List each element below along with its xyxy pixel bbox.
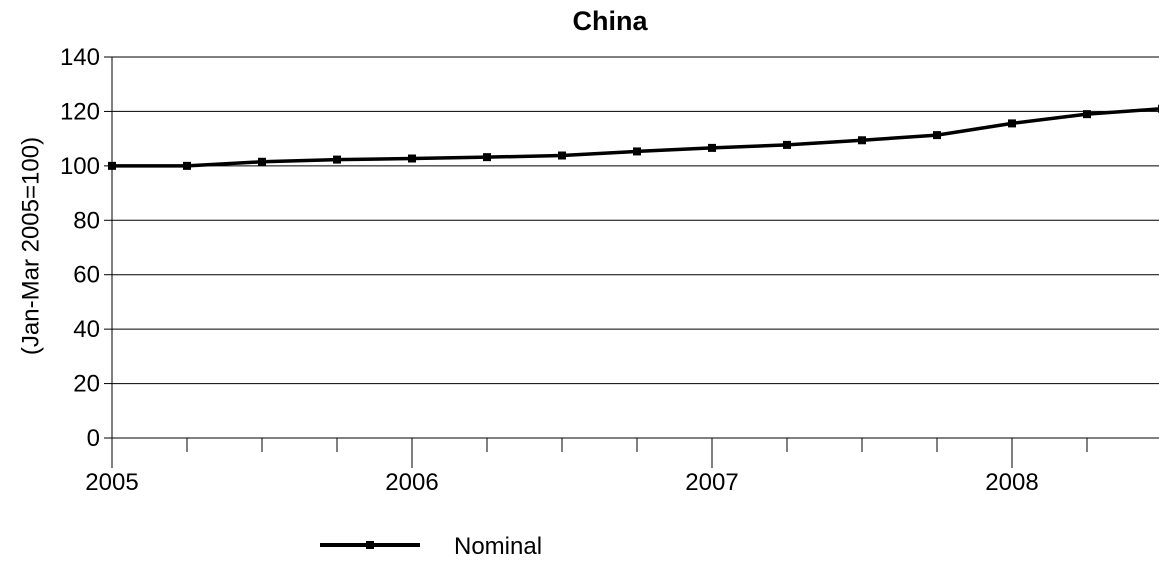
data-point <box>708 143 716 152</box>
data-point <box>258 157 266 166</box>
y-tick-label: 20 <box>73 371 100 398</box>
legend: Nominal <box>320 533 542 560</box>
data-point <box>183 161 191 170</box>
series-nominal <box>108 104 1159 170</box>
data-point <box>933 131 941 140</box>
data-point <box>108 161 116 170</box>
y-tick-label: 0 <box>87 425 100 452</box>
y-tick-label: 120 <box>60 98 100 125</box>
y-tick-label: 40 <box>73 316 100 343</box>
legend-label-nominal: Nominal <box>454 533 542 560</box>
x-tick-label: 2007 <box>685 469 738 496</box>
x-tick-label: 2008 <box>985 469 1038 496</box>
y-tick-label: 140 <box>60 44 100 71</box>
y-axis: 0 20 40 60 80 100 120 140 <box>60 44 113 452</box>
data-point <box>1008 119 1016 128</box>
x-tick-label: 2006 <box>385 469 438 496</box>
x-axis: 2005 2006 2007 2008 <box>85 438 1088 496</box>
series-line <box>112 107 1159 168</box>
data-point <box>483 153 491 162</box>
data-point <box>558 151 566 160</box>
y-tick-label: 100 <box>60 153 100 180</box>
gridlines <box>112 56 1159 439</box>
data-point <box>408 154 416 163</box>
legend-marker-nominal <box>366 541 374 549</box>
data-point <box>633 147 641 156</box>
y-tick-label: 60 <box>73 262 100 289</box>
data-point <box>783 140 791 149</box>
y-axis-label: (Jan-Mar 2005=100) <box>17 137 44 355</box>
chart-title: China <box>572 6 648 36</box>
data-point <box>1083 110 1091 119</box>
data-point <box>333 155 341 164</box>
x-tick-label: 2005 <box>85 469 138 496</box>
data-point <box>858 136 866 145</box>
y-tick-label: 80 <box>73 207 100 234</box>
